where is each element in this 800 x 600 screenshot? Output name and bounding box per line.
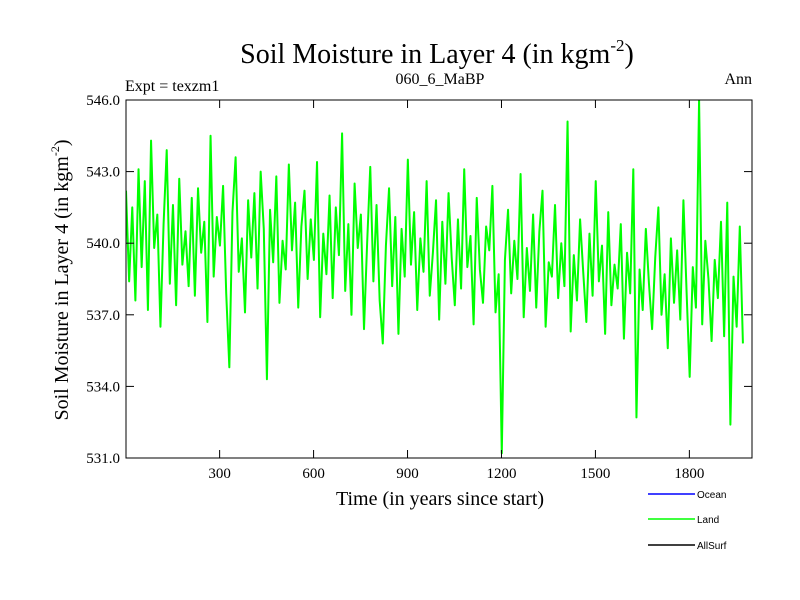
x-tick-label: 1800 [674,466,704,482]
legend-label-land: Land [697,515,719,526]
series-line-land [126,100,744,455]
x-axis-label: Time (in years since start) [336,488,544,510]
y-tick-label: 540.0 [86,236,120,252]
y-axis-label-superscript: -2 [48,146,62,156]
y-tick-label: 534.0 [86,379,120,395]
y-axis-label-main: Soil Moisture in Layer 4 (in kgm [51,156,73,421]
legend-label-ocean: Ocean [697,490,726,501]
experiment-label: Expt = texzm1 [125,78,219,95]
y-ticks: 531.0 534.0 537.0 540.0 543.0 546.0 [86,93,752,467]
center-label: 060_6_MaBP [396,71,485,88]
y-axis-label-suffix: ) [51,139,73,146]
legend-label-allsurf: AllSurf [697,541,727,552]
x-tick-label: 900 [396,466,419,482]
y-tick-label: 537.0 [86,308,120,324]
x-ticks: 300 600 900 1200 1500 1800 [208,100,704,482]
x-tick-label: 1500 [580,466,610,482]
legend: Ocean Land AllSurf [648,490,727,552]
x-tick-label: 300 [208,466,231,482]
x-tick-label: 1200 [486,466,516,482]
chart-title-superscript: -2 [610,36,624,55]
y-tick-label: 531.0 [86,451,120,467]
chart-title-suffix: ) [625,39,634,70]
chart-title: Soil Moisture in Layer 4 (in kgm-2) [240,36,634,70]
y-tick-label: 543.0 [86,165,120,181]
y-tick-label: 546.0 [86,93,120,109]
series-layer [126,100,744,455]
x-tick-label: 600 [302,466,325,482]
chart-title-main: Soil Moisture in Layer 4 (in kgm [240,39,610,70]
plot-frame [125,99,753,459]
season-label: Ann [724,71,752,88]
y-axis-label: Soil Moisture in Layer 4 (in kgm-2) [48,139,73,420]
